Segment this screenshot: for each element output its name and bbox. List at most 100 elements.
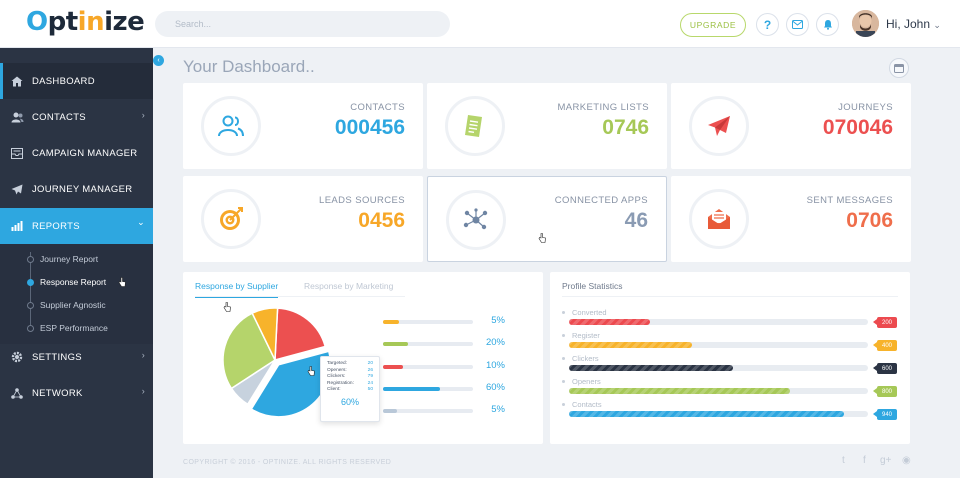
hand-cursor-icon	[307, 366, 315, 376]
stat-card-connected-apps[interactable]: CONNECTED APPS 46	[427, 176, 667, 262]
profile-track	[569, 411, 868, 417]
profile-row-contacts: Contacts 940	[562, 400, 902, 422]
stat-icon-ring	[689, 189, 749, 249]
stat-value: 0456	[358, 209, 405, 232]
twitter-icon[interactable]: t	[842, 455, 845, 466]
subnav-item-esp-performance[interactable]: ESP Performance	[27, 321, 108, 335]
bar-track	[383, 387, 473, 391]
stat-value: 0746	[602, 116, 649, 139]
profile-fill	[569, 365, 734, 371]
notifications-button[interactable]	[816, 13, 839, 36]
sidebar-item-reports[interactable]: REPORTS ⌄	[0, 208, 153, 244]
response-bar-row: 5%	[383, 315, 523, 329]
response-pie-chart[interactable]	[221, 308, 341, 428]
subnav-item-journey-report[interactable]: Journey Report	[27, 252, 98, 266]
tooltip-value: 20	[367, 361, 373, 366]
stat-card-journeys[interactable]: JOURNEYS 070046	[671, 83, 911, 169]
profile-statistics-panel: Profile Statistics Converted 200 Register…	[550, 272, 910, 444]
subnav-label: Supplier Agnostic	[40, 300, 106, 310]
bar-percent: 5%	[491, 404, 505, 415]
user-greeting: Hi, John	[886, 17, 931, 31]
sidebar-item-label: JOURNEY MANAGER	[32, 183, 133, 195]
bar-track	[383, 365, 473, 369]
hand-cursor-icon	[223, 302, 231, 312]
tab-response-by-marketing[interactable]: Response by Marketing	[304, 281, 394, 291]
avatar[interactable]	[852, 10, 879, 37]
profile-label: Converted	[562, 308, 607, 317]
bar-percent: 60%	[485, 382, 505, 393]
upgrade-button[interactable]: UPGRADE	[680, 13, 746, 37]
sidebar-item-campaign-manager[interactable]: CAMPAIGN MANAGER	[0, 135, 153, 171]
profile-badge: 200	[873, 317, 897, 328]
sidebar-item-label: DASHBOARD	[32, 75, 95, 87]
stat-card-marketing-lists[interactable]: MARKETING LISTS 0746	[427, 83, 667, 169]
pie-slice-green[interactable]	[222, 312, 276, 390]
google-plus-icon[interactable]: g+	[880, 455, 892, 466]
subnav-label: Response Report	[40, 277, 107, 287]
tooltip-row: Registration: 24	[327, 381, 373, 388]
subnav-item-supplier-agnostic[interactable]: Supplier Agnostic	[27, 298, 106, 312]
tooltip-total: 60%	[340, 396, 359, 407]
users-icon	[10, 110, 24, 124]
bell-icon	[823, 20, 832, 30]
sidebar-item-dashboard[interactable]: DASHBOARD	[0, 63, 153, 99]
stat-label: JOURNEYS	[838, 102, 893, 113]
profile-badge: 800	[873, 386, 897, 397]
bullet-icon	[27, 255, 34, 263]
subnav-item-response-report[interactable]: Response Report	[27, 275, 106, 289]
pie-slice-red[interactable]	[274, 308, 327, 361]
collapse-sidebar-button[interactable]: ‹	[153, 55, 164, 66]
chevron-right-icon: ›	[141, 110, 145, 120]
profile-fill	[569, 319, 650, 325]
sidebar-item-settings[interactable]: SETTINGS ›	[0, 339, 153, 375]
bullet-icon	[562, 380, 565, 383]
user-menu[interactable]: Hi, John ⌄	[886, 17, 941, 31]
calendar-button[interactable]	[889, 58, 909, 78]
tooltip-value: 26	[367, 367, 373, 373]
bar-fill	[383, 320, 400, 324]
help-icon: ?	[763, 17, 772, 32]
chevron-right-icon: ›	[141, 386, 145, 396]
bar-track	[383, 409, 473, 413]
tooltip-label: Clickers:	[327, 374, 346, 380]
sidebar-item-label: CONTACTS	[32, 111, 86, 123]
stat-card-sent-messages[interactable]: SENT MESSAGES 0706	[671, 176, 911, 262]
bar-fill	[383, 409, 398, 413]
facebook-icon[interactable]: f	[863, 455, 866, 466]
stat-icon-ring	[445, 96, 505, 156]
stat-label: MARKETING LISTS	[557, 102, 649, 113]
messages-button[interactable]	[786, 13, 809, 36]
subnav-label: ESP Performance	[40, 323, 108, 333]
profile-row-openers: Openers 800	[562, 377, 902, 399]
stat-icon-ring	[446, 190, 506, 250]
sidebar-item-journey-manager[interactable]: JOURNEY MANAGER	[0, 171, 153, 207]
chevron-left-icon: ‹	[157, 57, 160, 64]
logo[interactable]: Optinize	[26, 7, 145, 37]
pie-slice-orange[interactable]	[251, 308, 279, 361]
profile-label-text: Register	[572, 331, 600, 340]
sidebar-item-network[interactable]: NETWORK ›	[0, 375, 153, 411]
profile-track	[569, 365, 868, 371]
tooltip-row: Openers: 26	[327, 368, 373, 375]
profile-label-text: Openers	[572, 377, 601, 386]
profile-label: Openers	[562, 377, 601, 386]
help-button[interactable]: ?	[756, 13, 779, 36]
profile-label: Register	[562, 331, 600, 340]
sidebar-item-label: REPORTS	[32, 220, 80, 232]
bar-fill	[383, 365, 403, 369]
response-bar-row: 5%	[383, 404, 523, 418]
bar-chart-icon	[10, 219, 24, 233]
stat-card-leads-sources[interactable]: LEADS SOURCES 0456	[183, 176, 423, 262]
profile-track	[569, 388, 868, 394]
sidebar-item-label: CAMPAIGN MANAGER	[32, 147, 138, 159]
rss-icon[interactable]: ◉	[902, 455, 911, 466]
sidebar-item-contacts[interactable]: CONTACTS ›	[0, 99, 153, 135]
stat-icon-ring	[201, 96, 261, 156]
profile-track	[569, 319, 868, 325]
tab-response-by-supplier[interactable]: Response by Supplier	[195, 281, 279, 298]
envelope-open-icon	[708, 209, 730, 229]
stat-card-contacts[interactable]: CONTACTS 000456	[183, 83, 423, 169]
panel-divider	[562, 296, 898, 297]
search-input[interactable]	[155, 11, 450, 37]
chevron-down-icon: ⌄	[137, 217, 145, 227]
